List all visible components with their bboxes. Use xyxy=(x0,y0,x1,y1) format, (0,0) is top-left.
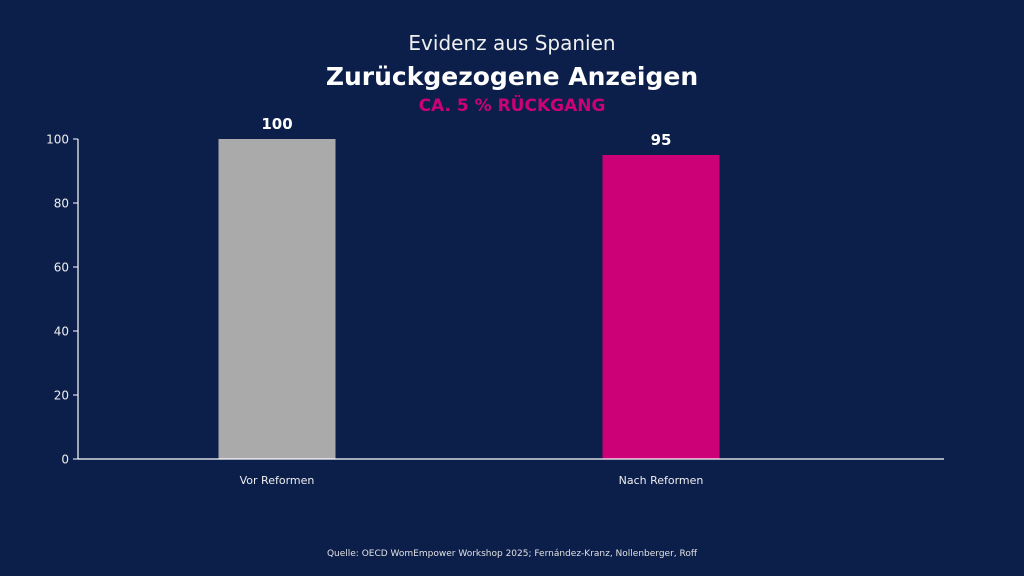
y-tick-label: 40 xyxy=(54,325,69,339)
y-tick-label: 0 xyxy=(61,453,69,467)
x-tick-label: Nach Reformen xyxy=(619,474,704,487)
bar-value-label: 100 xyxy=(261,115,292,133)
bar-1 xyxy=(218,139,336,459)
chart-supertitle: Evidenz aus Spanien xyxy=(408,31,616,55)
source-note: Quelle: OECD WomEmpower Workshop 2025; F… xyxy=(326,549,698,559)
y-tick-label: 20 xyxy=(54,389,69,403)
y-tick-label: 80 xyxy=(54,197,69,211)
x-tick-label: Vor Reformen xyxy=(240,474,315,487)
chart-subtitle: CA. 5 % RÜCKGANG xyxy=(418,96,606,116)
bar-value-label: 95 xyxy=(651,131,672,149)
bar-2 xyxy=(602,155,720,459)
y-tick-label: 100 xyxy=(46,133,69,147)
y-tick-label: 60 xyxy=(54,261,69,275)
chart-title: Zurückgezogene Anzeigen xyxy=(325,62,699,91)
